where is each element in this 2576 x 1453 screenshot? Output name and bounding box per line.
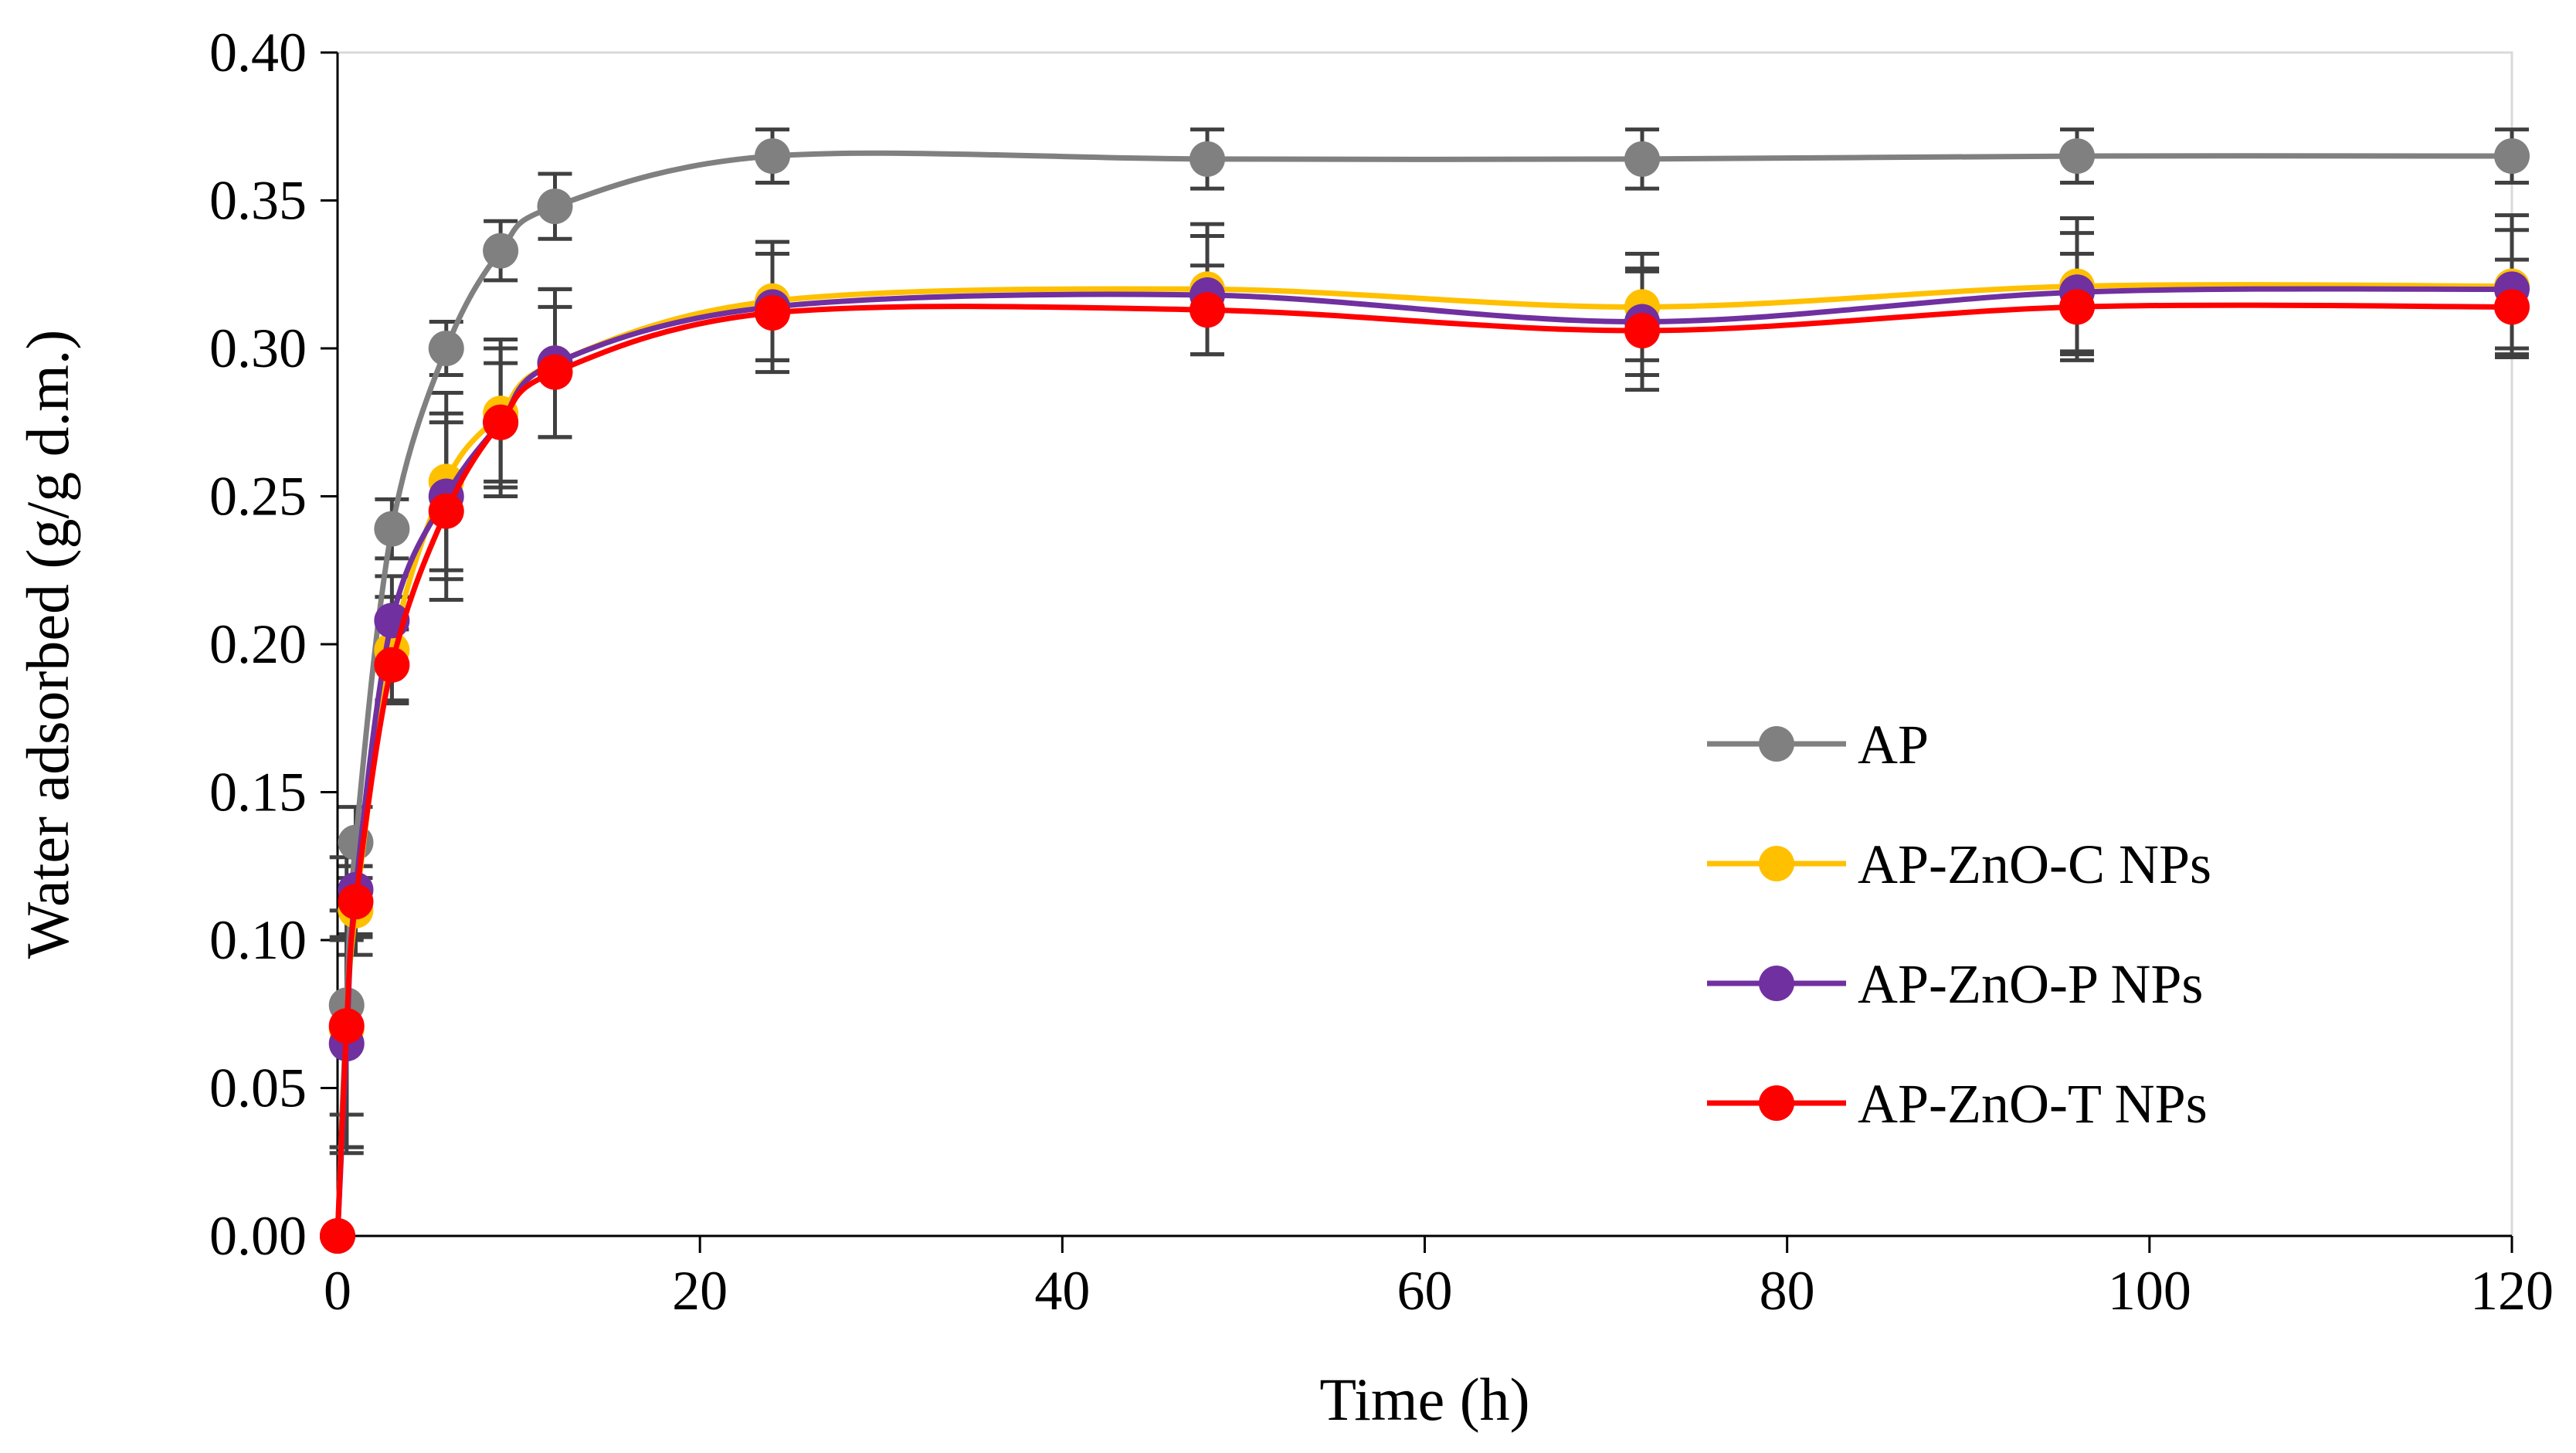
data-point (328, 1008, 365, 1044)
y-tick-label: 0.00 (209, 1205, 307, 1267)
data-point (338, 824, 374, 861)
y-tick-label: 0.25 (209, 466, 307, 528)
series-line-ap-zno-t-nps (334, 302, 2513, 1237)
x-tick-label: 100 (2108, 1260, 2191, 1322)
data-point (483, 404, 519, 440)
data-point (537, 188, 573, 225)
data-point (483, 233, 519, 269)
y-axis-title: Water adsorbed (g/g d.m.) (14, 330, 81, 959)
y-tick-label: 0.35 (209, 170, 307, 232)
data-point (2494, 289, 2530, 325)
legend-marker (1759, 1085, 1794, 1121)
legend-item-ap: AP (1707, 714, 1929, 776)
data-point (1624, 313, 1660, 349)
data-point (1190, 141, 1225, 177)
y-tick-label: 0.05 (209, 1057, 307, 1119)
data-point (537, 354, 573, 390)
x-tick-label: 20 (672, 1260, 728, 1322)
data-point (2059, 289, 2095, 325)
y-tick-label: 0.40 (209, 22, 307, 83)
y-tick-label: 0.15 (209, 762, 307, 823)
x-tick-label: 40 (1034, 1260, 1090, 1322)
legend-label: AP-ZnO-T NPs (1858, 1073, 2208, 1135)
data-point (755, 295, 790, 331)
data-point (2059, 138, 2095, 175)
x-tick-label: 120 (2470, 1260, 2554, 1322)
data-point (320, 1218, 355, 1254)
data-point (428, 331, 464, 366)
legend-label: AP-ZnO-C NPs (1858, 833, 2211, 895)
data-point (755, 138, 790, 175)
x-tick-label: 0 (324, 1260, 351, 1322)
legend-label: AP-ZnO-P NPs (1858, 953, 2203, 1015)
y-tick-label: 0.30 (209, 317, 307, 379)
legend-label: AP (1858, 714, 1929, 776)
legend-marker (1759, 846, 1794, 881)
series-layer (320, 127, 2530, 1254)
data-point (338, 884, 374, 920)
series-ap-zno-t-nps (320, 289, 2530, 1254)
data-point (374, 647, 410, 683)
data-point (2494, 138, 2530, 175)
legend: AP AP-ZnO-C NPs AP-ZnO-P NPs AP-ZnO-T NPs (1707, 714, 2211, 1135)
x-tick-label: 60 (1397, 1260, 1453, 1322)
x-tick-label: 80 (1760, 1260, 1815, 1322)
legend-item-ap-zno-p-nps: AP-ZnO-P NPs (1707, 953, 2203, 1015)
legend-marker (1759, 726, 1794, 762)
data-point (428, 493, 464, 529)
legend-item-ap-zno-t-nps: AP-ZnO-T NPs (1707, 1073, 2208, 1135)
y-tick-label: 0.20 (209, 613, 307, 675)
legend-item-ap-zno-c-nps: AP-ZnO-C NPs (1707, 833, 2211, 895)
y-tick-label: 0.10 (209, 909, 307, 971)
data-point (374, 511, 410, 547)
x-axis-title: Time (h) (1319, 1366, 1529, 1433)
data-point (1624, 141, 1660, 177)
data-point (1190, 292, 1225, 328)
legend-marker (1759, 966, 1794, 1001)
